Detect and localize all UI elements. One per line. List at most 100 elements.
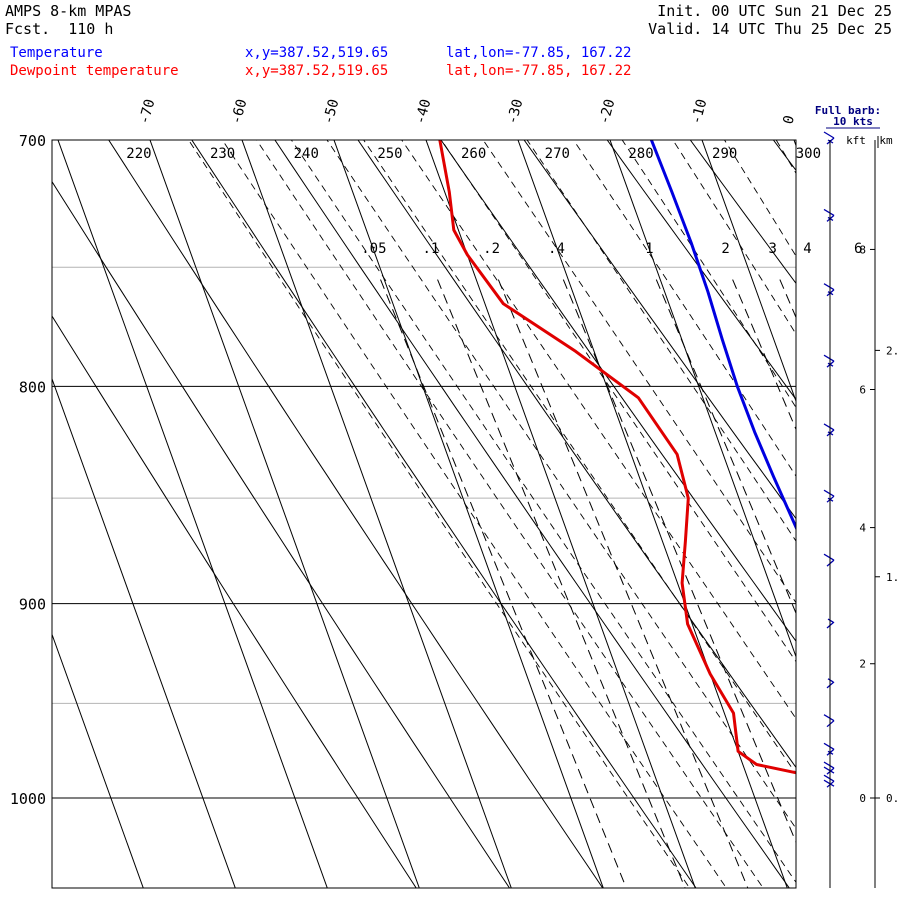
model-title: AMPS 8-km MPAS <box>5 2 132 20</box>
isotherm-label: -60 <box>228 97 250 126</box>
dry-adiabat-label: 250 <box>377 146 402 162</box>
dry-adiabat-line <box>606 140 796 401</box>
mixing-ratio-line <box>437 279 686 888</box>
wind-barb <box>823 742 835 756</box>
kft-tick-label: 6 <box>859 384 866 397</box>
wind-barbs: Full barb:10 kts <box>815 104 881 788</box>
barb-legend-title: Full barb: <box>815 104 881 117</box>
dry-adiabat-label: 280 <box>628 146 653 162</box>
dry-adiabat-line <box>191 140 697 888</box>
init-time: Init. 00 UTC Sun 21 Dec 25 <box>657 2 892 20</box>
mixing-ratio-label: 1 <box>645 241 653 257</box>
moist-adiabat-line <box>363 140 796 775</box>
isotherm-line <box>0 130 55 898</box>
km-axis-label: km <box>879 134 893 147</box>
moist-adiabat-line <box>440 140 796 663</box>
isotherm-line <box>701 140 796 403</box>
mixing-ratio-line <box>497 279 749 888</box>
moist-adiabat-line <box>775 140 796 175</box>
dry-adiabat-label: 230 <box>210 146 235 162</box>
valid-time: Valid. 14 UTC Thu 25 Dec 25 <box>648 20 892 38</box>
dry-adiabat-label: 300 <box>796 146 821 162</box>
mixing-ratio-label: 2 <box>721 241 729 257</box>
isotherm-label: -20 <box>596 97 618 126</box>
kft-tick-label: 0 <box>859 792 866 805</box>
dry-adiabat-line <box>357 140 796 769</box>
wind-barb <box>823 774 835 788</box>
pressure-tick-label: 1000 <box>10 790 46 808</box>
mixing-ratio-line <box>865 280 900 900</box>
forecast-hour: Fcst. 110 h <box>5 20 114 38</box>
moist-adiabat-line <box>526 140 796 542</box>
temperature-legend-label: Temperature <box>10 45 103 61</box>
dry-adiabat-line <box>689 140 796 285</box>
dewpoint-legend-latlon: lat,lon=-77.85, 167.22 <box>446 63 632 79</box>
isotherm-line <box>241 140 512 888</box>
dry-adiabat-line <box>274 140 790 888</box>
pressure-tick-label: 800 <box>19 378 46 396</box>
temperature-profile <box>650 140 796 531</box>
km-tick-label: 2. <box>886 344 899 357</box>
dry-adiabat-line <box>52 315 417 888</box>
isotherm-label: -70 <box>136 97 158 126</box>
moist-adiabat-line <box>401 140 796 720</box>
wind-barb <box>823 131 835 145</box>
dewpoint-legend-label: Dewpoint temperature <box>10 63 179 79</box>
dry-adiabat-label: 220 <box>126 146 151 162</box>
mixing-ratio-label: 6 <box>854 241 862 257</box>
km-tick-label: 1. <box>886 571 899 584</box>
temperature-legend-xy: x,y=387.52,519.65 <box>245 45 389 61</box>
kft-axis-label: kft <box>846 134 866 147</box>
moist-adiabat-line <box>621 140 796 409</box>
mixing-ratio-line <box>732 279 796 431</box>
isotherm-line <box>517 140 788 888</box>
isotherm-label: 0 <box>780 114 798 126</box>
dry-adiabat-line <box>440 140 796 643</box>
isotherm-label: -50 <box>320 97 342 126</box>
kft-tick-label: 8 <box>859 243 866 256</box>
wind-barb <box>823 489 835 503</box>
isotherm-label: -30 <box>504 97 526 126</box>
dry-adiabat-line <box>108 140 604 888</box>
moist-adiabat-line <box>290 140 796 884</box>
barb-legend-speed: 10 kts <box>833 115 873 128</box>
mixing-ratio-label: .2 <box>483 241 500 257</box>
wind-barb <box>823 283 835 297</box>
moist-adiabat-line <box>482 140 796 604</box>
isotherm-label: -10 <box>688 97 710 126</box>
dry-adiabat-label: 270 <box>545 146 570 162</box>
profiles <box>438 140 796 775</box>
km-tick-label: 0. <box>886 792 899 805</box>
kft-tick-label: 4 <box>859 522 866 535</box>
pressure-tick-label: 900 <box>19 596 46 614</box>
moist-adiabat-line <box>188 140 691 888</box>
isotherm-line <box>52 632 144 888</box>
wind-barb <box>823 354 835 368</box>
dry-adiabat-label: 290 <box>712 146 737 162</box>
temperature-legend-latlon: lat,lon=-77.85, 167.22 <box>446 45 632 61</box>
kft-tick-label: 2 <box>859 658 866 671</box>
mixing-ratio-line <box>562 279 796 844</box>
pressure-tick-label: 700 <box>19 132 46 150</box>
mixing-ratio-line <box>815 280 900 900</box>
mixing-ratio-line <box>655 279 796 615</box>
wind-barb <box>823 714 835 728</box>
mixing-ratio-label: .4 <box>548 241 565 257</box>
wind-barb <box>823 423 835 437</box>
mixing-ratio-line <box>380 279 627 888</box>
mixing-ratio-line <box>779 279 796 319</box>
isotherm-line <box>52 377 236 888</box>
moist-adiabat-line <box>572 140 796 477</box>
moist-adiabat-line <box>326 140 796 830</box>
isotherm-line <box>149 140 420 888</box>
mixing-ratio-label: 3 <box>769 241 777 257</box>
mixing-ratio-label: .05 <box>361 241 386 257</box>
dewpoint-profile <box>438 140 796 775</box>
moist-adiabat-line <box>672 140 796 335</box>
plot-frame <box>51 139 797 889</box>
axis-labels: 700 800 900 1000 -70 -60 -50 -40 -30 -20 -10 0 1 0 220… <box>10 97 863 808</box>
isotherm-label: -40 <box>412 97 434 126</box>
dry-adiabat-line <box>52 180 511 888</box>
